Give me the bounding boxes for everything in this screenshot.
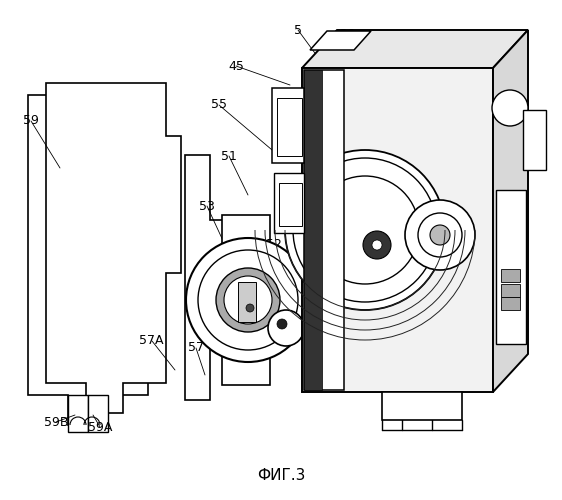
Text: 37: 37 [419, 41, 435, 54]
Polygon shape [274, 173, 304, 233]
Text: 59A: 59A [88, 421, 112, 434]
Polygon shape [238, 282, 256, 322]
Text: 53: 53 [199, 200, 215, 212]
Polygon shape [496, 190, 526, 344]
Circle shape [268, 310, 304, 346]
Text: 52: 52 [266, 238, 282, 252]
Circle shape [186, 238, 310, 362]
Text: 3: 3 [467, 82, 475, 96]
Polygon shape [304, 70, 344, 390]
Polygon shape [302, 30, 528, 68]
Polygon shape [222, 215, 270, 385]
Polygon shape [501, 284, 520, 297]
Circle shape [293, 158, 437, 302]
Polygon shape [28, 95, 163, 425]
Circle shape [285, 150, 445, 310]
Polygon shape [279, 183, 302, 226]
Circle shape [372, 240, 382, 250]
Text: 50: 50 [220, 254, 235, 268]
Polygon shape [493, 30, 528, 392]
Polygon shape [501, 269, 520, 282]
Polygon shape [304, 70, 322, 390]
Circle shape [216, 268, 280, 332]
Text: 49: 49 [461, 194, 477, 206]
Text: 57A: 57A [139, 334, 164, 347]
Polygon shape [501, 297, 520, 310]
Text: 59B: 59B [44, 416, 69, 429]
Text: 6: 6 [473, 124, 481, 138]
Polygon shape [46, 83, 181, 413]
Text: 33: 33 [396, 54, 411, 68]
Polygon shape [88, 395, 108, 432]
Text: ФИГ.3: ФИГ.3 [257, 468, 305, 482]
Polygon shape [68, 395, 88, 432]
Text: 35: 35 [324, 270, 339, 282]
Circle shape [405, 200, 475, 270]
Circle shape [492, 90, 528, 126]
Circle shape [246, 304, 254, 312]
Circle shape [224, 276, 272, 324]
Text: 45: 45 [228, 60, 244, 72]
Text: 38: 38 [380, 38, 396, 51]
Circle shape [418, 213, 462, 257]
Polygon shape [310, 31, 371, 50]
Text: 31: 31 [306, 250, 321, 262]
Text: 29: 29 [459, 44, 474, 58]
Text: 55: 55 [211, 98, 227, 112]
Polygon shape [277, 98, 302, 156]
Circle shape [198, 250, 298, 350]
Circle shape [430, 225, 450, 245]
Text: 51: 51 [221, 150, 237, 162]
Polygon shape [523, 110, 546, 170]
Polygon shape [382, 392, 462, 420]
Circle shape [363, 231, 391, 259]
Text: 4: 4 [343, 290, 351, 302]
Text: 57: 57 [188, 341, 203, 354]
Polygon shape [302, 68, 493, 392]
Text: 59: 59 [23, 114, 39, 128]
Circle shape [311, 176, 419, 284]
Circle shape [277, 319, 287, 329]
Polygon shape [272, 88, 304, 163]
Polygon shape [185, 155, 225, 400]
Text: 5: 5 [294, 24, 302, 36]
Polygon shape [210, 265, 225, 330]
Text: 36: 36 [339, 28, 355, 42]
